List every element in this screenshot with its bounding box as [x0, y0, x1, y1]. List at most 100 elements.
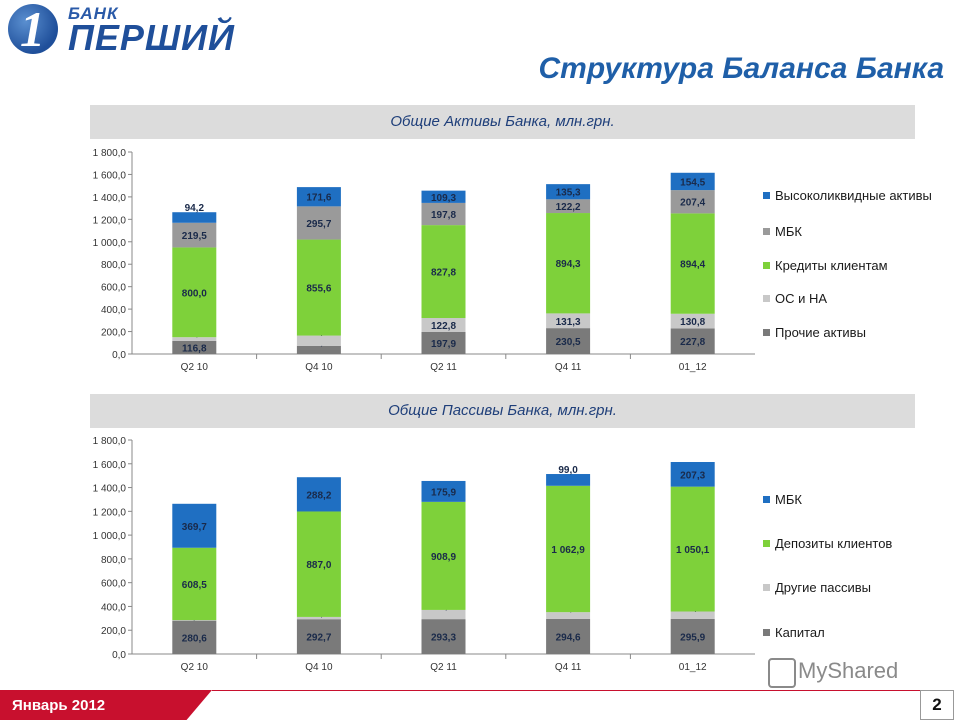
page-number: 2	[920, 690, 954, 720]
data-label: 295,9	[680, 632, 705, 643]
bar-segment	[296, 619, 341, 654]
y-tick-label: 400,0	[101, 305, 126, 316]
page-title: Структура Баланса Банка	[538, 52, 945, 85]
bar-segment	[172, 340, 217, 354]
bar-segment	[172, 620, 217, 621]
bar-segment	[421, 225, 466, 319]
x-tick-label: Q4 10	[305, 662, 333, 673]
x-tick-label: Q2 11	[430, 662, 457, 673]
logo-bank-name: ПЕРШИЙ	[68, 17, 235, 58]
legend-swatch	[763, 540, 770, 547]
bar-segment	[296, 239, 341, 336]
data-label: 292,7	[306, 633, 331, 644]
bar-segment	[421, 609, 466, 620]
bar-segment	[546, 199, 591, 214]
watermark: MyShared	[768, 656, 928, 690]
bar-segment	[296, 206, 341, 240]
y-tick-label: 1 200,0	[93, 507, 127, 518]
data-label: 131,3	[556, 317, 581, 328]
logo-bank-word: БАНК	[68, 4, 119, 23]
bar-segment	[296, 616, 341, 620]
legend-label: Другие пассивы	[775, 580, 872, 595]
data-label: 227,8	[680, 337, 705, 348]
legend-swatch	[763, 192, 770, 199]
globe-icon	[8, 4, 58, 54]
data-label: 295,7	[306, 219, 331, 230]
data-label: 855,6	[306, 284, 331, 295]
data-label: 171,6	[306, 193, 331, 204]
y-tick-label: 600,0	[101, 579, 126, 590]
legend-swatch	[763, 329, 770, 336]
data-label: 908,9	[431, 552, 456, 563]
data-label: 109,3	[431, 193, 456, 204]
data-label: 887,0	[306, 560, 331, 571]
data-label: 122,2	[556, 202, 581, 213]
data-label: 207,3	[680, 470, 705, 481]
data-label: 197,8	[431, 210, 456, 221]
footer-divider	[212, 690, 920, 691]
x-tick-label: Q4 11	[555, 662, 582, 673]
legend-label: ОС и НА	[775, 291, 828, 306]
legend-swatch	[763, 629, 770, 636]
y-tick-label: 1 600,0	[93, 170, 127, 181]
y-tick-label: 800,0	[101, 260, 126, 271]
presentation-icon	[768, 658, 796, 688]
bar-segment	[296, 477, 341, 512]
bar-segment	[172, 337, 217, 341]
x-tick-label: Q4 11	[555, 362, 582, 373]
data-label: 230,5	[556, 337, 581, 348]
y-tick-label: 800,0	[101, 555, 126, 566]
watermark-text: MyShared	[798, 658, 899, 683]
y-tick-label: 1 000,0	[93, 238, 127, 249]
bar-segment	[172, 547, 217, 621]
y-tick-label: 200,0	[101, 328, 126, 339]
bar-segment	[546, 213, 591, 314]
bar-segment	[172, 620, 217, 654]
liabilities-chart: 0,0 200,0 400,0 600,0 800,0 1 000,0 1 200,0 1 4…	[93, 436, 755, 673]
x-tick-label: Q2 10	[181, 662, 209, 673]
y-tick-label: 1 400,0	[93, 484, 127, 495]
legend-swatch	[763, 584, 770, 591]
bar-segment	[546, 184, 591, 200]
bar-segment	[172, 212, 217, 223]
y-tick-label: 200,0	[101, 626, 126, 637]
data-label: 1 062,9	[551, 545, 585, 556]
legend-swatch	[763, 228, 770, 235]
y-tick-label: 1 000,0	[93, 531, 127, 542]
data-label: 122,8	[431, 321, 456, 332]
y-tick-label: 0,0	[112, 350, 126, 361]
bar-segment	[546, 612, 591, 619]
y-tick-label: 1 800,0	[93, 436, 127, 447]
assets-chart-title: Общие Активы Банка, млн.грн.	[90, 105, 915, 139]
legend-label: Кредиты клиентам	[775, 258, 888, 273]
legend-swatch	[763, 496, 770, 503]
bar-segment	[172, 503, 217, 548]
bar-segment	[296, 511, 341, 617]
bar-segment	[670, 328, 715, 354]
y-tick-label: 0,0	[112, 650, 126, 661]
data-label: 293,3	[431, 633, 456, 644]
assets-legend: Высоколиквидные активы МБК Кредиты клиента…	[763, 140, 958, 380]
bar-segment	[670, 462, 715, 487]
bar-segment	[172, 222, 217, 248]
y-tick-label: 1 600,0	[93, 460, 127, 471]
data-label: 827,8	[431, 268, 456, 279]
x-tick-label: 01_12	[679, 662, 707, 673]
bar-segment	[421, 501, 466, 610]
footer-bar	[0, 690, 212, 720]
data-label: 1 050,1	[676, 545, 710, 556]
data-label: 219,5	[182, 231, 207, 242]
bar-segment	[546, 474, 591, 486]
data-label: 800,0	[182, 288, 207, 299]
y-tick-label: 1 400,0	[93, 193, 127, 204]
legend-label: Капитал	[775, 625, 825, 640]
y-tick-label: 600,0	[101, 283, 126, 294]
legend-swatch	[763, 262, 770, 269]
bar-segment	[670, 486, 715, 612]
bar-segment	[670, 618, 715, 654]
y-tick-label: 1 200,0	[93, 215, 127, 226]
data-label: 608,5	[182, 580, 207, 591]
bar-segment	[546, 328, 591, 354]
bar-segment	[670, 611, 715, 619]
bar-segment	[670, 313, 715, 329]
